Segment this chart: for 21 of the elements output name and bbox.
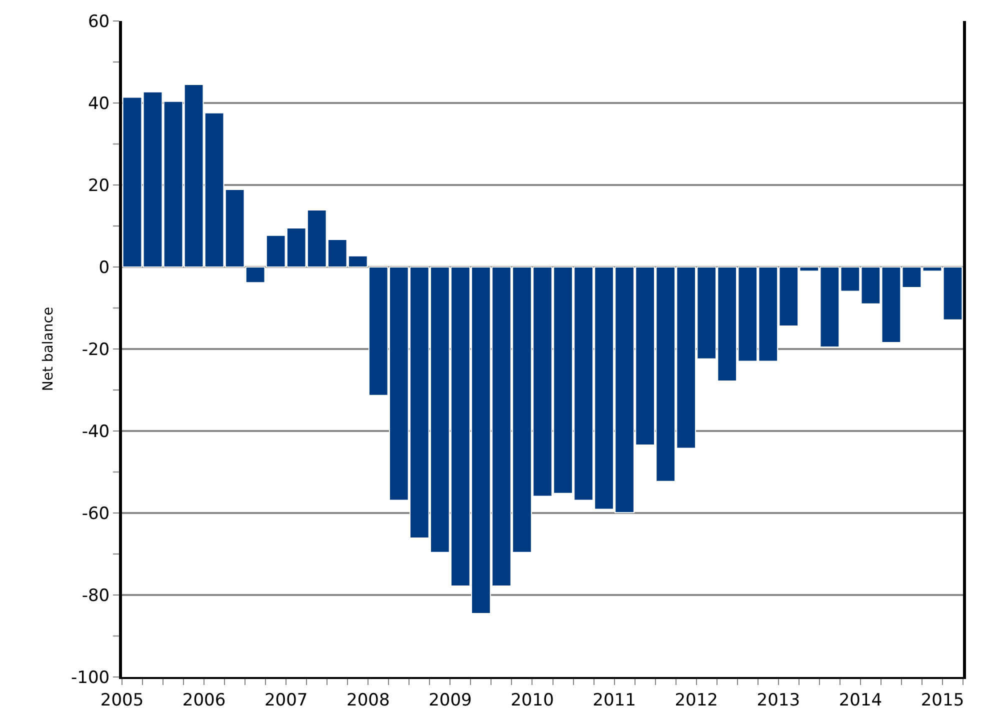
x-tick-label: 2014 [838,690,882,710]
x-tick-label: 2013 [756,690,800,710]
y-tick-label: -20 [82,340,110,360]
x-tick-label: 2015 [920,690,964,710]
y-tick-label: -80 [82,586,110,606]
y-tick-label: -40 [82,422,110,442]
x-tick-label: 2008 [346,690,390,710]
y-tick-label: 60 [88,12,110,32]
y-axis-title: Net balance [40,306,57,392]
x-tick-label: 2009 [428,690,472,710]
x-tick-label: 2011 [592,690,636,710]
y-tick-label: 20 [88,176,110,196]
y-tick-label: 40 [88,94,110,114]
x-tick-label: 2010 [510,690,554,710]
x-tick-label: 2012 [674,690,718,710]
y-tick-label: -60 [82,504,110,524]
y-tick-label: 0 [98,258,110,278]
y-tick-label: -100 [71,668,110,688]
x-tick-label: 2007 [264,690,308,710]
x-tick-label: 2005 [100,690,144,710]
x-tick-label: 2006 [182,690,226,710]
